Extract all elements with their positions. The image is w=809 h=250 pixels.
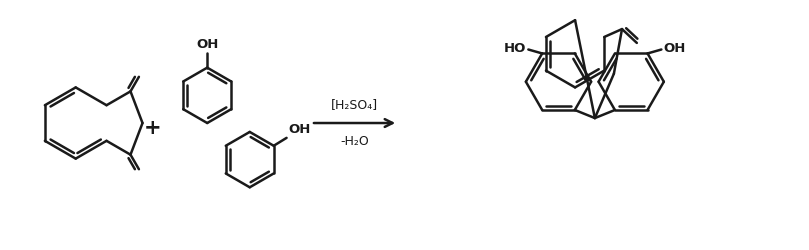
Text: OH: OH (663, 42, 686, 55)
Text: +: + (144, 118, 162, 138)
Text: OH: OH (196, 38, 218, 51)
Text: [H₂SO₄]: [H₂SO₄] (331, 98, 378, 111)
Text: HO: HO (504, 42, 527, 55)
Text: -H₂O: -H₂O (341, 135, 369, 148)
Text: OH: OH (289, 123, 311, 136)
